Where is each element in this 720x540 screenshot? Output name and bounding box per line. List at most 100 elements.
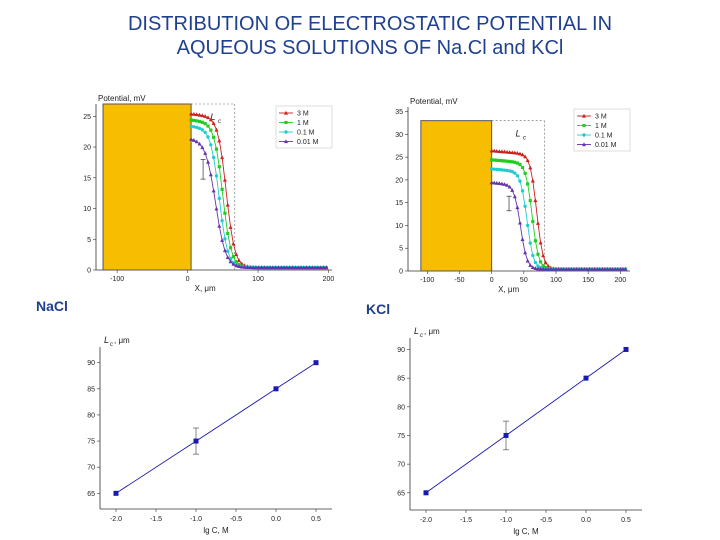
legend-entry: 0.1 M bbox=[297, 130, 315, 137]
x-tick-label: 100 bbox=[550, 277, 562, 284]
data-point bbox=[620, 266, 625, 271]
data-point bbox=[223, 211, 227, 215]
data-point bbox=[214, 174, 219, 178]
data-point bbox=[520, 189, 525, 193]
data-point bbox=[525, 258, 530, 263]
data-point bbox=[507, 184, 512, 189]
x-tick-label: -0.5 bbox=[230, 516, 242, 523]
lc-marker-label: L bbox=[516, 129, 521, 139]
data-point bbox=[505, 159, 509, 163]
data-point bbox=[559, 266, 564, 271]
x-tick-label: -2.0 bbox=[110, 516, 122, 523]
y-tick-label: 5 bbox=[87, 237, 91, 244]
data-point bbox=[217, 138, 222, 143]
data-point bbox=[526, 182, 530, 186]
data-point bbox=[209, 143, 213, 147]
data-point bbox=[592, 266, 597, 271]
data-point bbox=[206, 135, 210, 139]
data-point bbox=[497, 158, 501, 163]
data-point bbox=[538, 260, 543, 264]
data-point bbox=[502, 149, 507, 154]
data-point bbox=[613, 266, 618, 271]
data-point bbox=[237, 258, 242, 263]
data-point bbox=[304, 265, 309, 270]
x-tick-label: 200 bbox=[615, 277, 627, 284]
series-line bbox=[491, 150, 626, 270]
y-tick-label: 70 bbox=[397, 462, 405, 469]
data-point bbox=[528, 199, 532, 203]
data-point bbox=[541, 253, 546, 258]
y-tick-label: 75 bbox=[87, 439, 95, 446]
data-point bbox=[262, 265, 267, 270]
series-1-M bbox=[490, 158, 628, 271]
legend-entry: 1 M bbox=[595, 123, 607, 130]
data-point bbox=[189, 124, 193, 129]
fit-line bbox=[425, 349, 627, 494]
x-tick-label: -2.0 bbox=[420, 517, 432, 524]
series-line bbox=[491, 182, 626, 270]
data-point bbox=[299, 265, 304, 270]
data-point bbox=[225, 202, 230, 207]
y-tick-label: 90 bbox=[397, 347, 405, 354]
lc-marker-subscript: c bbox=[523, 136, 526, 142]
data-point bbox=[548, 266, 553, 271]
data-point bbox=[273, 386, 279, 392]
data-point bbox=[569, 266, 574, 271]
data-point bbox=[192, 118, 196, 123]
data-point bbox=[197, 112, 202, 117]
data-point bbox=[505, 149, 510, 154]
x-tick-label: 0.0 bbox=[581, 517, 591, 524]
y-tick-label: 75 bbox=[397, 433, 405, 440]
data-point bbox=[307, 265, 312, 270]
data-point bbox=[220, 218, 224, 223]
data-point bbox=[265, 265, 270, 270]
data-point bbox=[523, 171, 527, 175]
data-point bbox=[520, 152, 525, 157]
data-point bbox=[203, 114, 208, 118]
wall-region bbox=[420, 120, 493, 272]
data-point bbox=[324, 265, 329, 270]
data-point bbox=[228, 256, 233, 261]
data-point bbox=[200, 113, 205, 118]
data-point bbox=[500, 159, 504, 163]
data-point bbox=[217, 165, 221, 169]
data-point bbox=[203, 130, 207, 135]
data-point bbox=[489, 180, 494, 185]
data-point bbox=[253, 265, 258, 270]
legend-marker bbox=[582, 142, 586, 147]
data-point bbox=[268, 265, 273, 270]
data-point bbox=[523, 204, 527, 209]
data-point bbox=[618, 266, 623, 271]
data-point bbox=[502, 168, 507, 172]
data-point bbox=[197, 126, 202, 131]
x-axis-label: lg C, M bbox=[203, 526, 229, 535]
data-point bbox=[515, 151, 520, 155]
data-point bbox=[220, 155, 225, 160]
data-point bbox=[554, 266, 558, 271]
data-point bbox=[505, 168, 509, 173]
legend-entry: 3 M bbox=[595, 114, 607, 121]
data-point bbox=[489, 148, 494, 153]
data-point bbox=[191, 112, 196, 116]
data-point bbox=[590, 266, 595, 271]
data-point bbox=[582, 266, 587, 271]
data-point bbox=[538, 240, 543, 245]
data-point bbox=[206, 159, 211, 164]
data-point bbox=[220, 187, 224, 191]
legend-marker bbox=[284, 130, 288, 134]
data-point bbox=[572, 266, 577, 271]
x-axis-label: lg C, M bbox=[513, 527, 539, 536]
data-point bbox=[608, 266, 613, 271]
nacl-lc-chart: 65 70 75 80 85 90 -2.0 -1.5 -1.0 -0.5 0.0 0.5 L c, μm… bbox=[87, 335, 332, 535]
page-title: DISTRIBUTION OF ELECTROSTATIC POTENTIAL … bbox=[40, 12, 700, 60]
data-point bbox=[561, 266, 566, 271]
data-point bbox=[605, 266, 610, 271]
lc-marker-label: L bbox=[210, 112, 215, 122]
series-line bbox=[190, 138, 327, 268]
data-point bbox=[273, 265, 278, 270]
data-point bbox=[214, 206, 219, 211]
y-axis-label-subscript: c bbox=[110, 342, 113, 348]
data-point bbox=[206, 115, 211, 120]
data-point bbox=[525, 223, 530, 228]
data-point bbox=[279, 265, 284, 270]
